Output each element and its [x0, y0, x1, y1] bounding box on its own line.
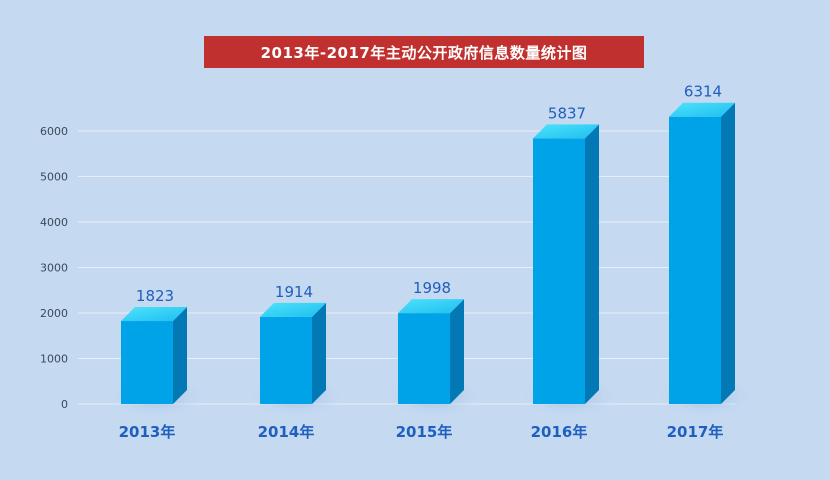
labels: 1823 2013年 1914 2014年 1998 2015年 5837 2016年 6314… [119, 83, 724, 441]
bar [248, 302, 344, 418]
y-axis: 0 1000 2000 3000 4000 5000 6000 [40, 125, 68, 411]
bar-top [669, 102, 735, 117]
bar-value-label: 1998 [413, 279, 451, 297]
bar-front [121, 321, 173, 404]
bar [109, 307, 205, 418]
bar-side [450, 299, 464, 404]
bar-side [585, 124, 599, 404]
bar-top [260, 302, 326, 317]
bar-front [398, 313, 450, 404]
x-category-label: 2016年 [531, 423, 588, 441]
bar-top [533, 124, 599, 139]
bar-side [721, 102, 735, 404]
bar [657, 102, 753, 418]
bar [521, 124, 617, 418]
x-category-label: 2013年 [119, 423, 176, 441]
bar-top [121, 307, 187, 322]
bar-value-label: 6314 [684, 83, 722, 101]
x-category-label: 2014年 [258, 423, 315, 441]
bar-side [312, 302, 326, 404]
chart-title: 2013年-2017年主动公开政府信息数量统计图 [204, 36, 644, 68]
x-category-label: 2015年 [396, 423, 453, 441]
x-category-label: 2017年 [667, 423, 724, 441]
y-tick-label: 3000 [40, 262, 68, 275]
y-tick-label: 2000 [40, 307, 68, 320]
bar [386, 299, 482, 418]
bar-front [669, 116, 721, 404]
bar-front [260, 316, 312, 404]
bar-value-label: 1823 [136, 287, 174, 305]
y-tick-label: 1000 [40, 353, 68, 366]
bar-value-label: 1914 [275, 283, 313, 301]
y-tick-label: 5000 [40, 171, 68, 184]
bars [109, 102, 753, 418]
bar-front [533, 138, 585, 404]
y-tick-label: 0 [61, 398, 68, 411]
y-tick-label: 6000 [40, 125, 68, 138]
bar-value-label: 5837 [548, 104, 586, 122]
bar-side [173, 307, 187, 404]
y-tick-label: 4000 [40, 216, 68, 229]
bar-top [398, 299, 464, 314]
